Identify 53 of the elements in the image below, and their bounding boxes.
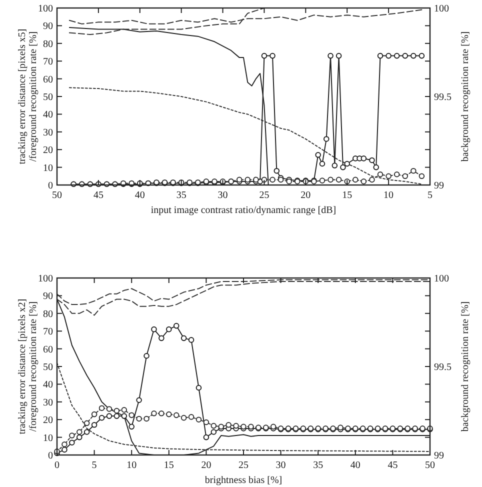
y-tick-label: 0 <box>48 180 53 192</box>
x-tick-label: 35 <box>313 460 324 471</box>
y-tick-label: 80 <box>43 38 53 50</box>
y-tick-label: 100 <box>38 4 53 14</box>
y-tick-label: 40 <box>43 380 53 391</box>
y-tick-label: 10 <box>43 162 53 174</box>
x-tick-label: 15 <box>342 190 352 201</box>
y-axis-title: tracking error distance [pixels x2] /foreground recognition rate [%] <box>17 298 39 434</box>
y-tick-label: 70 <box>43 56 53 68</box>
y-tick-label: 30 <box>43 397 53 408</box>
x-axis-title: input image contrast ratio/dynamic range [dB] <box>150 205 336 216</box>
y-tick-label: 50 <box>43 92 53 103</box>
y-tick-label: 70 <box>43 326 53 338</box>
x-tick-label: 10 <box>384 190 394 201</box>
y-tick-label: 90 <box>43 21 53 32</box>
x-tick-label: 25 <box>259 190 270 201</box>
y2-tick-label: 100 <box>434 274 449 284</box>
y-tick-label: 0 <box>48 450 53 462</box>
x-tick-label: 20 <box>300 190 311 201</box>
y-tick-label: 50 <box>43 362 53 373</box>
y2-tick-label: 99.5 <box>434 362 452 373</box>
x-tick-label: 35 <box>176 190 186 201</box>
x-tick-label: 45 <box>93 190 104 201</box>
x-tick-label: 5 <box>428 190 432 201</box>
x-tick-label: 15 <box>164 460 174 471</box>
y2-axis-title: background recognition rate [%] <box>460 31 471 162</box>
y-tick-label: 30 <box>43 127 53 138</box>
x-tick-label: 40 <box>134 190 145 201</box>
x-axis-title: brightness bias [%] <box>204 475 282 486</box>
x-tick-label: 20 <box>201 460 212 471</box>
x-tick-label: 40 <box>350 460 360 471</box>
y2-tick-label: 99.5 <box>434 92 452 103</box>
y-tick-label: 90 <box>43 291 53 302</box>
x-tick-label: 30 <box>218 190 228 201</box>
y-tick-label: 40 <box>43 110 53 121</box>
x-tick-label: 5 <box>92 460 97 471</box>
x-tick-label: 10 <box>126 460 137 471</box>
y2-tick-label: 100 <box>434 4 449 14</box>
y-tick-label: 10 <box>43 432 53 444</box>
y-axis-title: tracking error distance [pixels x5] /foreground recognition rate [%] <box>17 28 39 164</box>
x-tick-label: 45 <box>388 460 398 471</box>
y-tick-label: 60 <box>43 344 53 356</box>
x-tick-label: 25 <box>238 460 248 471</box>
x-tick-label: 50 <box>425 460 435 471</box>
y-tick-label: 60 <box>43 74 53 86</box>
y-tick-label: 100 <box>38 274 53 284</box>
y2-tick-label: 99 <box>434 180 444 192</box>
y2-tick-label: 99 <box>434 450 444 462</box>
y-tick-label: 20 <box>43 415 53 426</box>
x-tick-label: 30 <box>276 460 286 471</box>
y-tick-label: 20 <box>43 145 53 156</box>
y2-axis-title: background recognition rate [%] <box>460 301 471 432</box>
y-tick-label: 80 <box>43 308 53 320</box>
